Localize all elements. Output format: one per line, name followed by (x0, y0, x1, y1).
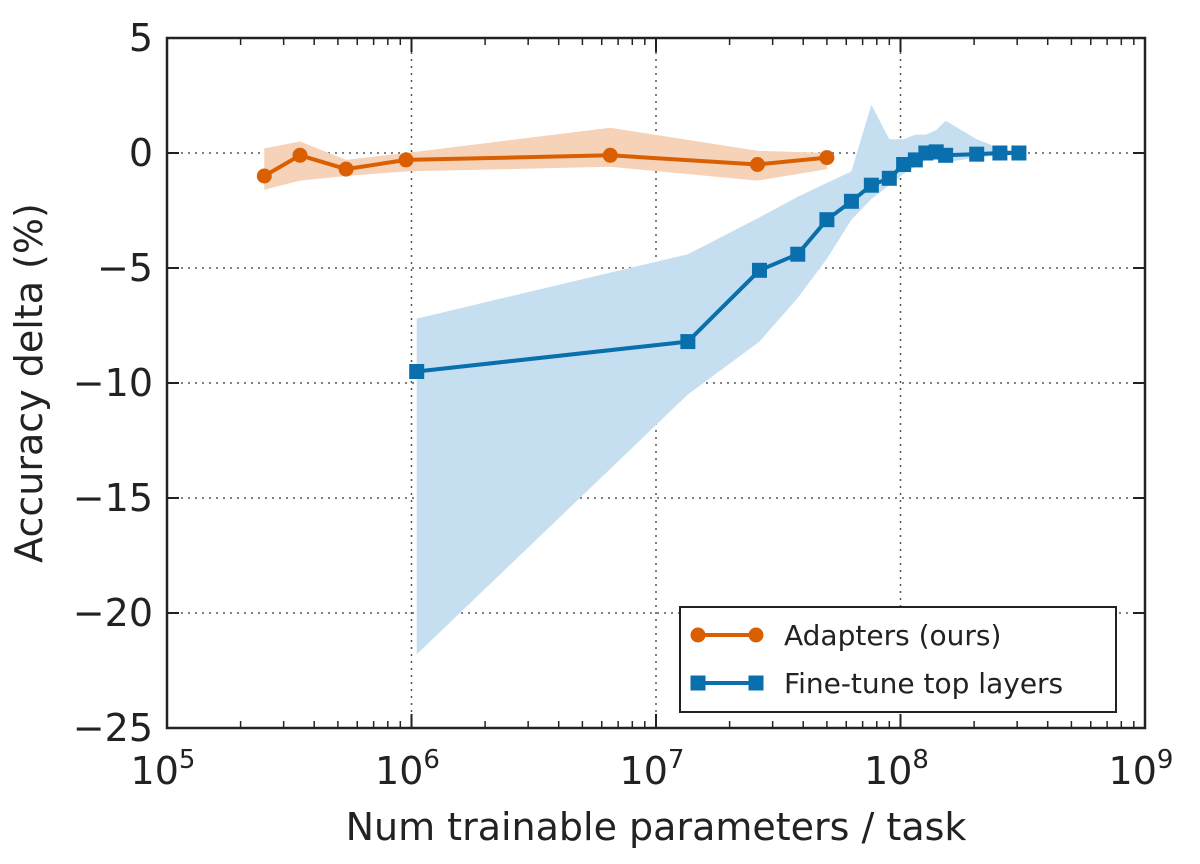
y-tick-label: −5 (97, 246, 153, 290)
data-point-circle (338, 161, 354, 177)
legend-marker (748, 675, 764, 691)
y-tick-label: 0 (129, 131, 153, 175)
data-point-square (938, 147, 954, 163)
data-point-square (863, 177, 879, 193)
legend-marker (748, 627, 764, 643)
x-tick-label: 109 (1109, 745, 1174, 793)
x-tick-label: 108 (864, 745, 929, 793)
data-point-square (680, 334, 696, 350)
y-tick-label: −15 (73, 476, 153, 520)
axis-ticks (166, 37, 1146, 729)
y-tick-label: −10 (73, 361, 153, 405)
data-point-square (751, 262, 767, 278)
data-point-circle (819, 150, 835, 166)
confidence-band (416, 104, 1019, 655)
y-tick-labels: 5 0 −5 −10 −15 −20 −25 (73, 16, 153, 750)
legend-label: Fine-tune top layers (784, 667, 1063, 700)
data-point-circle (749, 157, 765, 172)
legend-box (679, 606, 1117, 713)
data-point-square (896, 157, 912, 172)
legend: Adapters (ours) Fine-tune top layers (679, 606, 1117, 713)
x-tick-label: 105 (131, 745, 196, 793)
legend-marker (690, 627, 706, 643)
data-point-square (992, 145, 1008, 161)
data-point-square (819, 212, 835, 228)
y-tick-label: −25 (73, 706, 153, 750)
data-point-circle (292, 147, 308, 163)
legend-entry: Adapters (ours) (690, 619, 1001, 652)
legend-entry: Fine-tune top layers (690, 667, 1063, 700)
data-point-square (1011, 145, 1027, 161)
legend-label: Adapters (ours) (784, 619, 1001, 652)
data-point-square (881, 170, 897, 186)
data-point-square (409, 364, 425, 379)
legend-marker (690, 675, 706, 691)
data-point-circle (256, 168, 272, 184)
x-tick-labels: 105 106 107 108 109 (131, 745, 1174, 793)
x-tick-label: 106 (375, 745, 440, 793)
data-point-square (790, 246, 806, 262)
confidence-bands (264, 104, 1019, 655)
y-tick-label: 5 (129, 16, 153, 60)
data-point-square (969, 146, 985, 162)
x-axis-label: Num trainable parameters / task (346, 805, 967, 849)
series-markers (256, 144, 1027, 379)
data-point-circle (398, 152, 414, 168)
data-point-circle (602, 147, 618, 163)
y-axis-label: Accuracy delta (%) (7, 203, 51, 563)
y-tick-label: −20 (73, 591, 153, 635)
x-tick-label: 107 (620, 745, 685, 793)
data-point-square (843, 193, 859, 209)
